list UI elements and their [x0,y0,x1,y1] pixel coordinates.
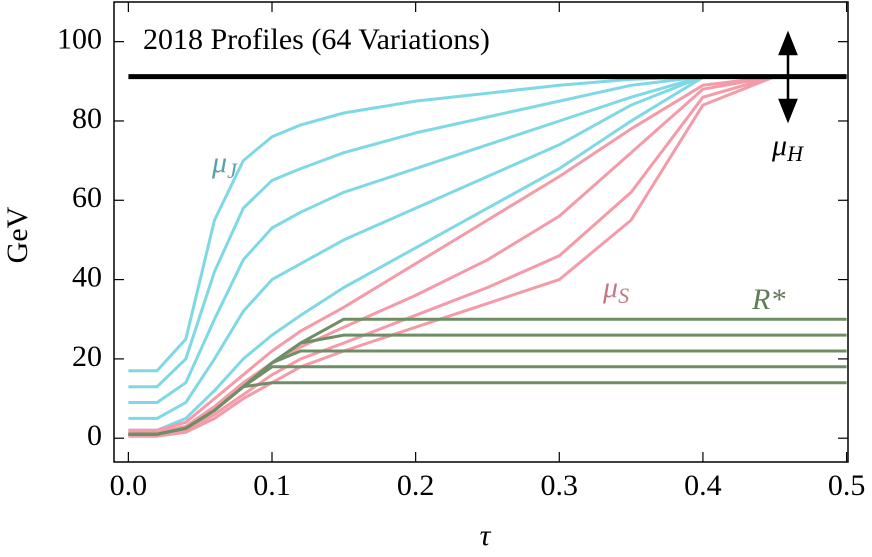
annotation: μH [771,129,804,166]
x-tick-label: 0.1 [253,469,291,502]
x-tick-label: 0.3 [541,469,579,502]
plot-area [128,74,847,438]
line-series [128,75,847,389]
y-tick-label: 100 [57,23,102,56]
x-tick-label: 0.4 [684,469,722,502]
annotation-sub: H [786,141,804,166]
line-series [128,75,847,436]
y-tick-label: 20 [72,340,102,373]
line-series [128,381,847,436]
annotation-sub: J [227,158,238,183]
annotation-sub: S [618,283,629,308]
annotation: R* [751,283,785,316]
annotation-text: R* [751,283,785,316]
annotation: μJ [211,146,238,183]
y-tick-label: 60 [72,181,102,214]
y-axis-label: GeV [1,206,34,263]
line-series [128,75,847,420]
arrow [778,30,798,124]
frame [113,1,849,463]
x-tick-label: 0.0 [110,469,148,502]
x-axis-label: τ [480,519,492,552]
chart-title: 2018 Profiles (64 Variations) [143,23,490,56]
line-series [128,75,847,432]
x-tick-label: 0.5 [828,469,866,502]
y-tick-label: 0 [87,419,102,452]
annotation-text: μ [771,129,787,162]
line-series [128,75,847,404]
annotation-text: μ [211,146,227,179]
line-series [128,75,847,432]
line-series [128,75,847,434]
y-tick-label: 40 [72,260,102,293]
x-tick-label: 0.2 [397,469,435,502]
y-tick-label: 80 [72,102,102,135]
annotation-text: μ [602,271,618,304]
annotation: μS [602,271,629,308]
